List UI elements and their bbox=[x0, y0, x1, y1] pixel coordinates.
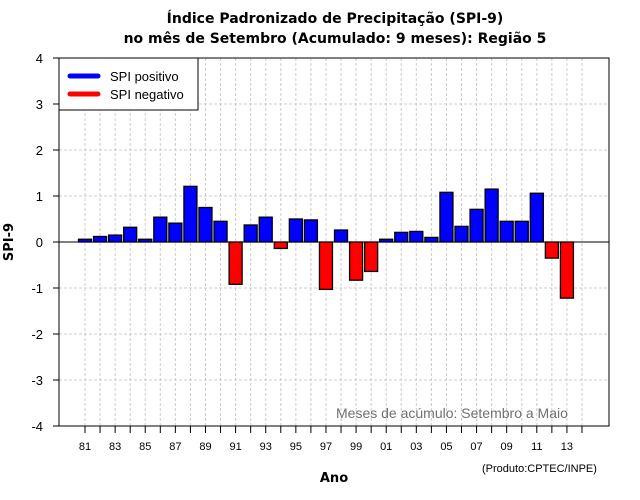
bar-1997 bbox=[318, 241, 334, 291]
y-tick-label: -4 bbox=[31, 419, 43, 434]
y-tick-label: 1 bbox=[36, 189, 43, 204]
bar-2011 bbox=[529, 192, 544, 243]
bar-1988 bbox=[183, 185, 198, 243]
bars bbox=[77, 185, 575, 299]
bar-2004 bbox=[424, 236, 439, 243]
bar-2009 bbox=[499, 220, 514, 243]
x-tick-label: 81 bbox=[79, 441, 91, 453]
y-tick-label: -2 bbox=[31, 327, 43, 342]
bar-1996 bbox=[303, 219, 319, 243]
bar-1983 bbox=[107, 234, 123, 243]
y-tick-label: 0 bbox=[36, 235, 43, 250]
bar-2003 bbox=[409, 230, 424, 243]
x-tick-label: 11 bbox=[531, 441, 542, 453]
grid bbox=[59, 58, 609, 426]
chart-title: Índice Padronizado de Precipitação (SPI-… bbox=[167, 10, 504, 27]
x-tick-label: 95 bbox=[290, 441, 302, 453]
bar-1991 bbox=[228, 241, 243, 285]
bar-1992 bbox=[243, 224, 258, 243]
bar-1984 bbox=[123, 226, 138, 243]
legend-negative-label: SPI negativo bbox=[110, 87, 184, 102]
y-tick-label: 4 bbox=[36, 51, 43, 66]
bar-2002 bbox=[394, 231, 409, 243]
bar-2013 bbox=[559, 241, 575, 299]
accumulation-note: Meses de acúmulo: Setembro a Maio bbox=[336, 405, 568, 421]
bar-2006 bbox=[454, 225, 469, 243]
bar-1990 bbox=[213, 220, 228, 243]
x-tick-label: 83 bbox=[109, 441, 121, 453]
bar-2010 bbox=[514, 220, 529, 243]
x-axis-label: Ano bbox=[320, 471, 348, 486]
bar-1998 bbox=[333, 229, 349, 243]
legend-positive-label: SPI positivo bbox=[110, 69, 179, 84]
bar-1982 bbox=[92, 235, 108, 243]
bar-2000 bbox=[363, 241, 379, 273]
legend: SPI positivo SPI negativo bbox=[58, 57, 199, 111]
y-axis-label: SPI-9 bbox=[2, 223, 17, 261]
x-tick-label: 87 bbox=[169, 441, 181, 453]
bar-2008 bbox=[484, 188, 499, 243]
y-tick-label: -3 bbox=[31, 373, 43, 388]
y-tick-label: 3 bbox=[36, 97, 43, 112]
bar-1999 bbox=[348, 241, 364, 281]
x-tick-label: 93 bbox=[260, 441, 272, 453]
chart-subtitle: no mês de Setembro (Acumulado: 9 meses):… bbox=[124, 31, 547, 47]
x-tick-label: 09 bbox=[501, 441, 513, 453]
x-axis: 81 83 85 87 89 91 93 95 97 99 01 03 05 07 09 11 13 bbox=[79, 426, 583, 453]
bar-2005 bbox=[439, 191, 454, 243]
bar-1995 bbox=[288, 218, 303, 243]
y-axis: 4 3 2 1 0 -1 -2 -3 -4 bbox=[31, 51, 59, 434]
bar-1993 bbox=[258, 216, 273, 243]
legend-box bbox=[58, 57, 199, 111]
y-tick-label: 2 bbox=[36, 143, 43, 158]
x-tick-label: 13 bbox=[561, 441, 573, 453]
x-tick-label: 99 bbox=[350, 441, 362, 453]
product-credit: (Produto:CPTEC/INPE) bbox=[482, 463, 597, 475]
x-tick-label: 89 bbox=[199, 441, 211, 453]
x-tick-label: 05 bbox=[440, 441, 452, 453]
y-tick-label: -1 bbox=[31, 281, 43, 296]
x-tick-label: 03 bbox=[410, 441, 422, 453]
bar-1986 bbox=[153, 216, 168, 243]
bar-2012 bbox=[544, 241, 560, 259]
x-tick-label: 97 bbox=[320, 441, 332, 453]
bar-1994 bbox=[273, 241, 288, 250]
x-tick-label: 85 bbox=[139, 441, 151, 453]
x-tick-label: 91 bbox=[229, 441, 241, 453]
x-tick-label: 01 bbox=[380, 441, 392, 453]
bar-1989 bbox=[198, 206, 213, 243]
x-tick-label: 07 bbox=[470, 441, 482, 453]
bar-2007 bbox=[469, 208, 484, 243]
bar-1987 bbox=[168, 222, 183, 243]
